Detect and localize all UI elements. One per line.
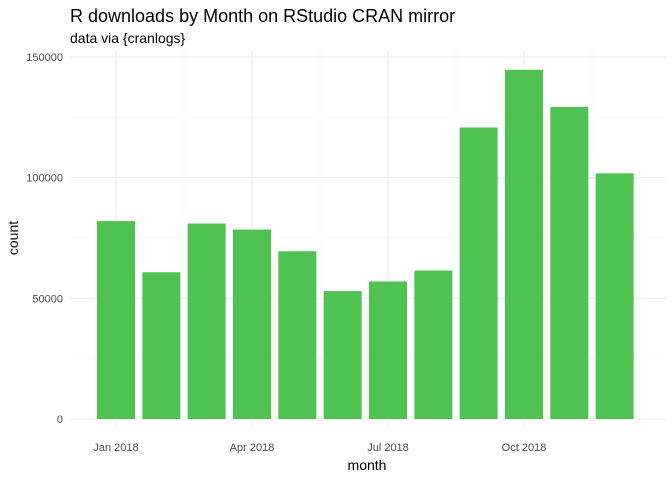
y-axis-ticks: 0 50000 100000 150000 bbox=[26, 52, 63, 426]
y-tick-label: 50000 bbox=[32, 293, 63, 305]
bar-2018-01 bbox=[97, 221, 135, 419]
bar-2018-04 bbox=[233, 229, 271, 419]
bar-2018-09 bbox=[459, 127, 498, 419]
bar-2018-06 bbox=[323, 291, 362, 419]
bar-2018-12 bbox=[595, 173, 634, 419]
y-axis-label: count bbox=[5, 221, 21, 255]
chart-title: R downloads by Month on RStudio CRAN mir… bbox=[70, 6, 455, 26]
x-axis-label: month bbox=[348, 457, 387, 473]
bar-2018-02 bbox=[142, 272, 181, 419]
y-tick-label: 100000 bbox=[26, 173, 63, 185]
bar-2018-03 bbox=[187, 223, 226, 419]
bar-2018-07 bbox=[369, 281, 407, 419]
y-tick-label: 150000 bbox=[26, 52, 63, 64]
bars bbox=[97, 69, 634, 420]
bar-2018-05 bbox=[278, 251, 317, 419]
y-tick-label: 0 bbox=[57, 414, 63, 426]
chart-subtitle: data via {cranlogs} bbox=[70, 30, 186, 46]
x-axis-ticks: Jan 2018 Apr 2018 Jul 2018 Oct 2018 bbox=[93, 442, 546, 454]
bar-2018-11 bbox=[550, 106, 589, 420]
x-tick-label: Jan 2018 bbox=[93, 442, 138, 454]
bar-2018-10 bbox=[505, 69, 543, 420]
x-tick-label: Jul 2018 bbox=[367, 442, 409, 454]
x-tick-label: Oct 2018 bbox=[502, 442, 547, 454]
x-tick-label: Apr 2018 bbox=[230, 442, 275, 454]
bar-2018-08 bbox=[414, 270, 453, 419]
